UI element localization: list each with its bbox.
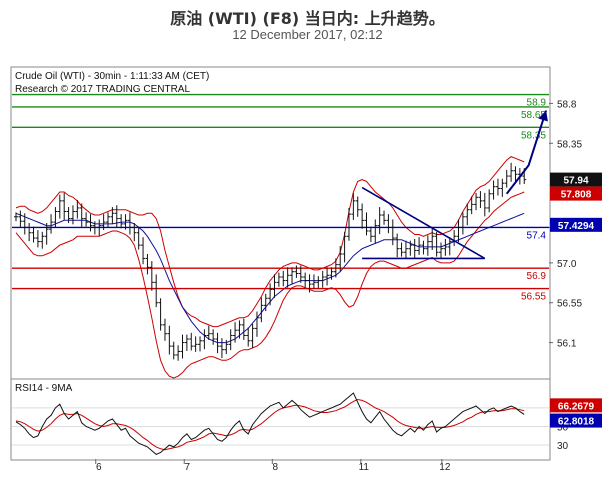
y-tick-label: 56.55 xyxy=(557,299,582,310)
research-label: Research © 2017 TRADING CENTRAL xyxy=(15,84,190,95)
rsi-ma-line xyxy=(15,398,525,451)
price-tag-bg xyxy=(550,217,602,232)
price-tag: 57.4294 xyxy=(558,221,595,232)
projection-arrow-head xyxy=(538,110,548,122)
rsi-label: RSI14 - 9MA xyxy=(15,383,73,394)
bollinger-lower-line xyxy=(15,191,525,379)
rsi-tag: 62.8018 xyxy=(558,417,595,428)
axes: 58.858.3557.457.056.5556.170503067811125… xyxy=(95,99,602,473)
price-tag-bg xyxy=(550,172,602,187)
rsi-tick-label: 50 xyxy=(557,422,569,433)
level-label: 57.4 xyxy=(527,230,547,241)
rsi-lines xyxy=(12,392,549,455)
instrument-label: Crude Oil (WTI) - 30min - 1:11:33 AM (CE… xyxy=(15,71,209,82)
level-lines: 58.958.65 58.35 57.4 56.9 56.55 xyxy=(12,93,549,303)
trend-drawings xyxy=(361,110,548,260)
y-tick-label: 58.8 xyxy=(557,99,577,110)
rsi-tick-label: 30 xyxy=(557,441,569,452)
price-tag: 57.94 xyxy=(563,176,588,187)
x-tick-label: 12 xyxy=(439,462,451,473)
chart-title: 原油 (WTI) (F8) 当日内: 上升趋势。 xyxy=(170,9,445,28)
rsi-tag-bg xyxy=(550,398,602,413)
y-tick-label: 57.0 xyxy=(557,259,577,270)
level-label: 58.9 xyxy=(527,98,547,109)
x-tick-label: 7 xyxy=(184,462,190,473)
price-tag: 57.808 xyxy=(561,190,592,201)
rsi-panel-frame xyxy=(10,378,551,461)
bollinger-upper-line xyxy=(15,156,525,328)
rsi-tag-bg xyxy=(550,413,602,428)
main-panel-frame xyxy=(10,66,551,380)
price-tag-bg xyxy=(550,186,602,201)
y-tick-label: 56.1 xyxy=(557,339,577,350)
chart-subtitle: 12 December 2017, 02:12 xyxy=(232,27,383,42)
rsi-tag: 66.2679 xyxy=(558,401,595,412)
level-label: 56.55 xyxy=(521,292,546,303)
rsi-line xyxy=(15,392,525,455)
x-tick-label: 11 xyxy=(359,462,370,473)
y-tick-label: 58.35 xyxy=(557,139,582,150)
level-label: 58.65 xyxy=(521,110,546,121)
triangle-upper-line xyxy=(361,186,486,260)
x-tick-label: 6 xyxy=(96,462,102,473)
x-tick-label: 8 xyxy=(273,462,279,473)
projection-arrow-line xyxy=(505,110,548,195)
level-label: 56.9 xyxy=(527,271,547,282)
level-label: 58.35 xyxy=(521,130,546,141)
price-bars xyxy=(14,162,527,361)
